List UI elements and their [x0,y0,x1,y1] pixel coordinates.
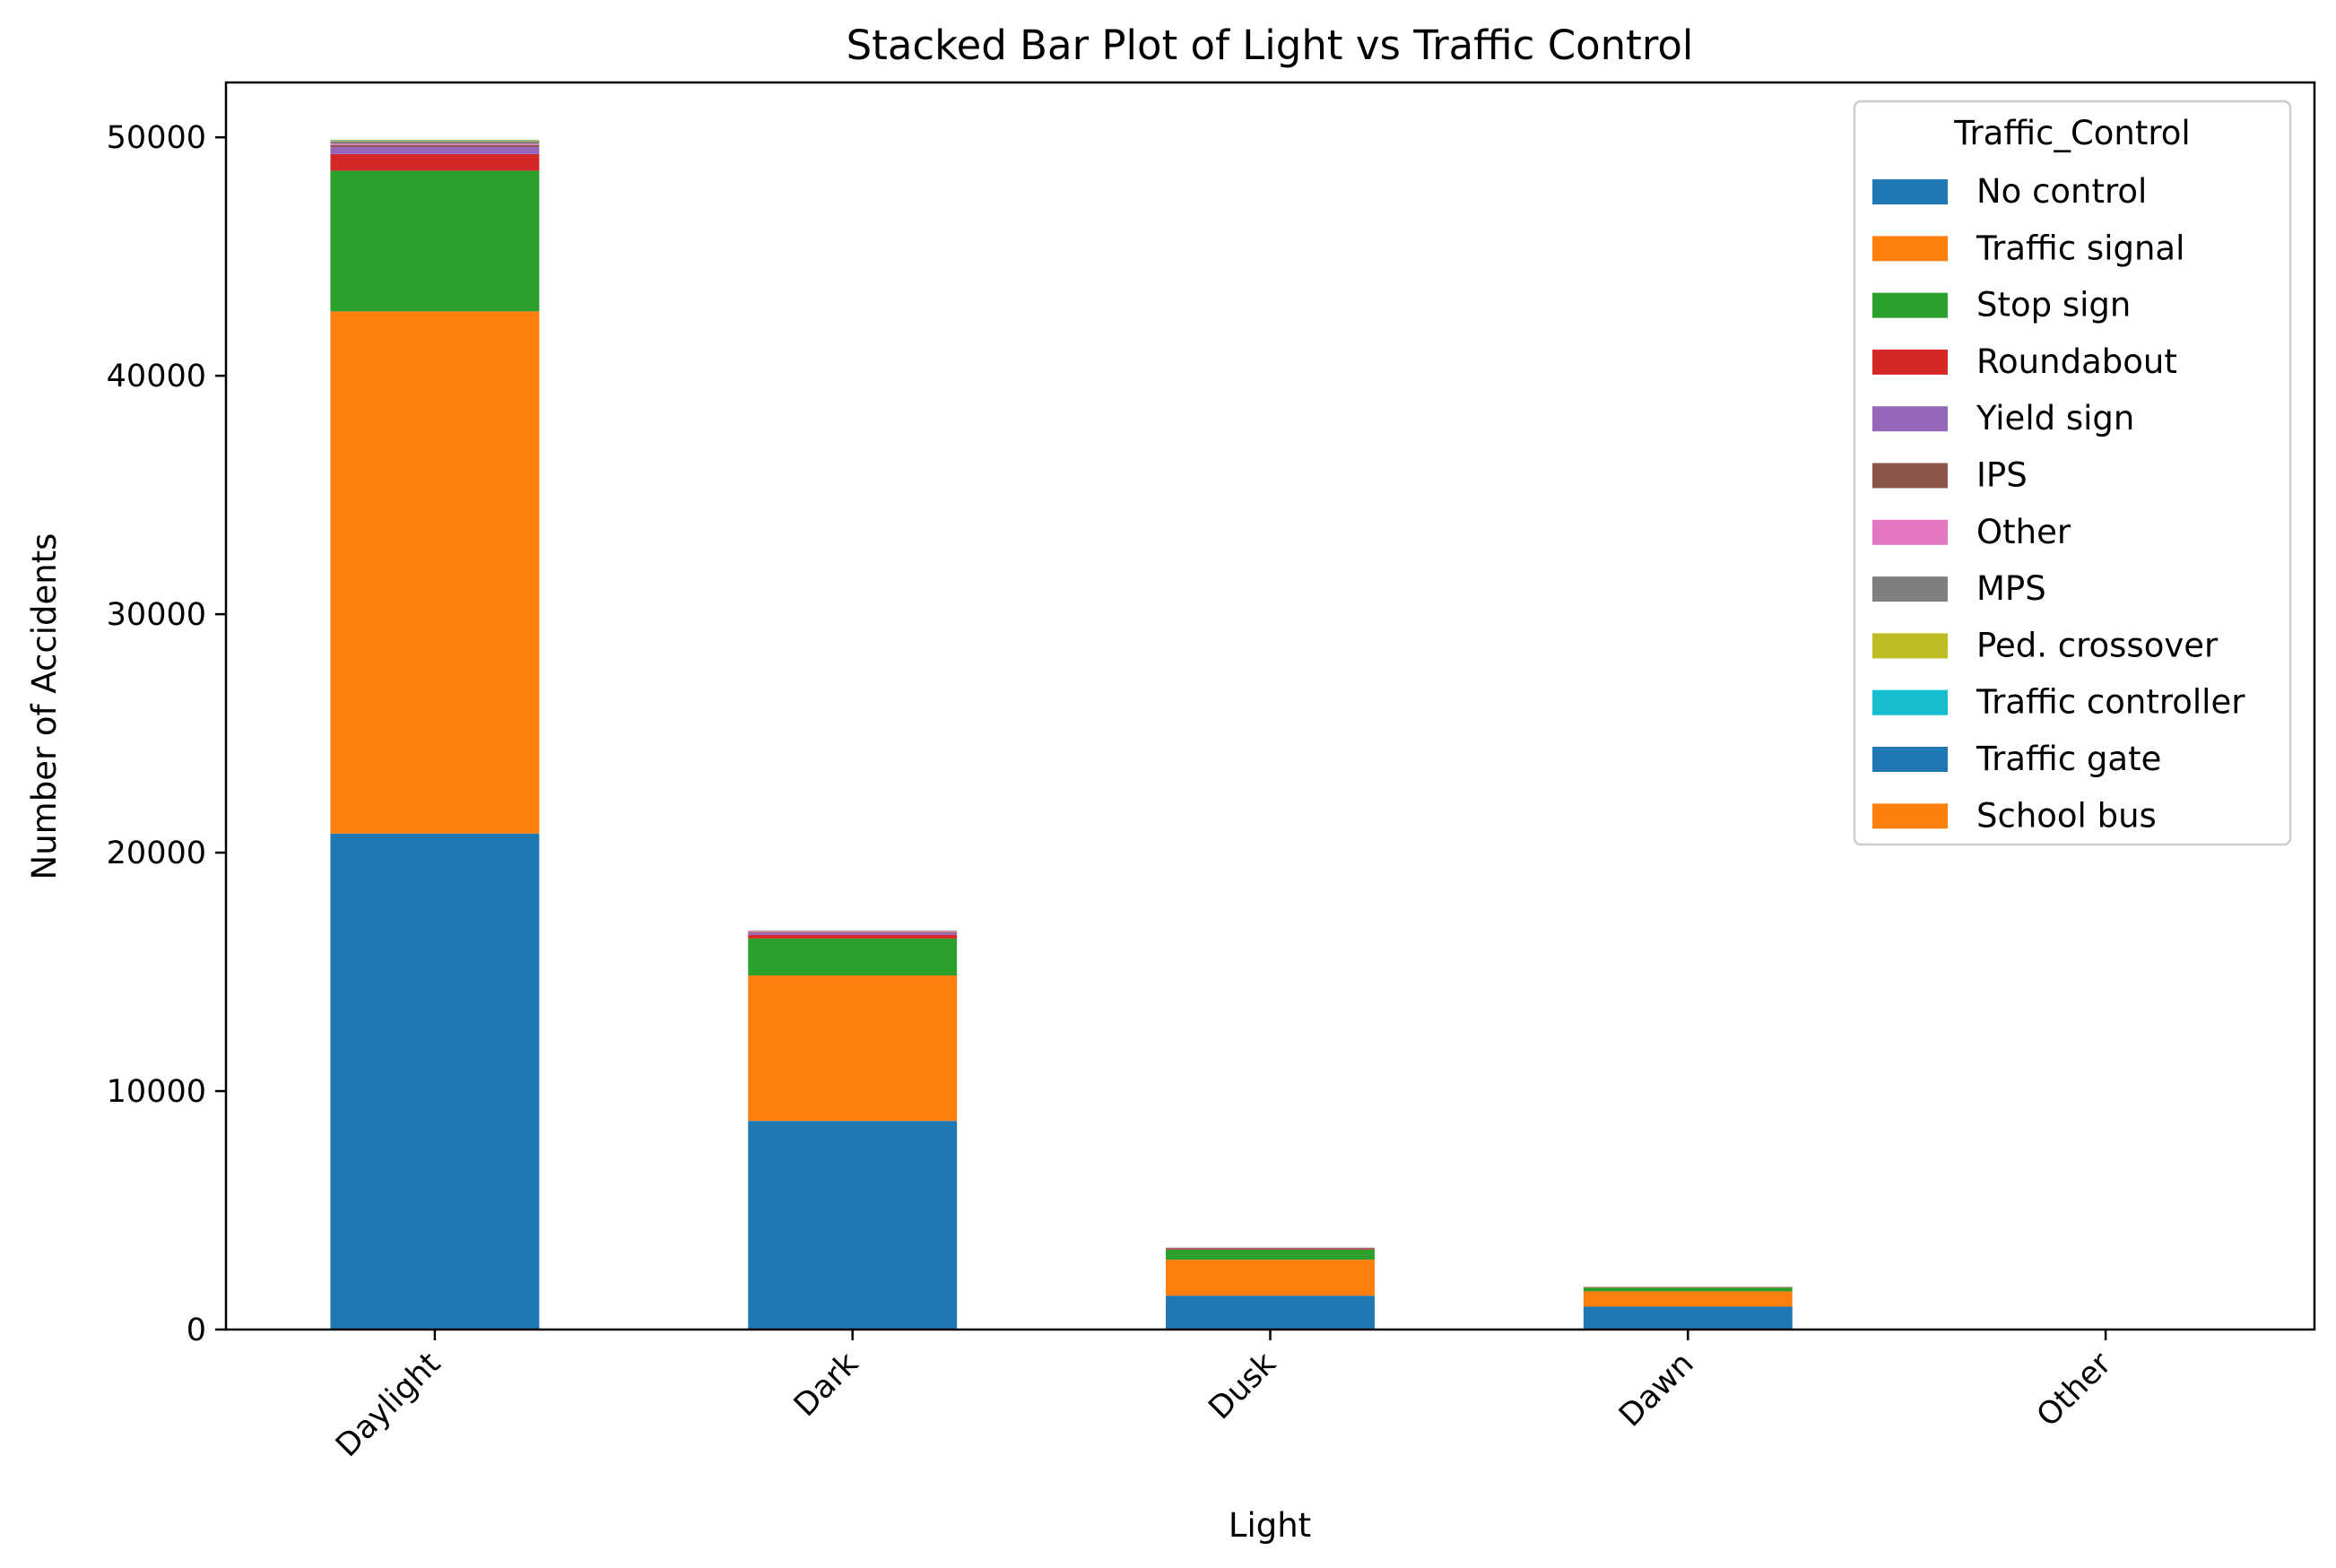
legend-entry-label: No control [1976,172,2147,211]
x-tick-label: Dark [787,1346,866,1425]
legend-entry-label: Other [1976,513,2071,551]
legend-title: Traffic_Control [1953,114,2190,152]
bar-segment [748,931,958,932]
bar-segment [1166,1248,1375,1250]
bar-segment [330,311,540,834]
legend-entry-label: School bus [1976,796,2157,835]
bar-segment [330,833,540,1330]
legend-swatch [1872,519,1948,545]
bar-segment [1583,1291,1793,1307]
legend-swatch [1872,747,1948,772]
chart-title: Stacked Bar Plot of Light vs Traffic Con… [847,22,1694,69]
bar-segment [1166,1249,1375,1260]
bar-segment [1166,1295,1375,1330]
legend-swatch [1872,803,1948,829]
x-axis-title: Light [1229,1506,1311,1545]
bar-segment [748,975,958,1122]
legend-swatch [1872,349,1948,375]
legend-entry-label: Traffic signal [1976,229,2184,267]
legend-swatch [1872,689,1948,715]
y-axis-title: Number of Accidents [25,533,64,880]
bar-segment [330,140,540,142]
y-tick-label: 0 [187,1312,206,1348]
legend-entry-label: Traffic controller [1976,683,2245,722]
bar-segment [330,143,540,145]
x-tick-label: Dusk [1203,1346,1284,1427]
bar-segment [330,141,540,144]
legend-entry-label: Stop sign [1976,286,2131,325]
bar-segment [748,931,958,933]
legend-swatch [1872,406,1948,432]
legend-swatch [1872,463,1948,489]
bar-segment [748,932,958,935]
bars-layer [330,139,2210,1330]
x-tick-label: Dawn [1612,1346,1700,1434]
bar-segment [330,147,540,154]
y-tick-label: 40000 [107,359,206,394]
legend-entry-label: Yield sign [1976,399,2134,437]
bar-segment [330,170,540,312]
legend-swatch [1872,576,1948,602]
legend: Traffic_Control No control Traffic signal S… [1853,100,2292,846]
legend-entry-label: Ped. crossover [1976,626,2219,664]
legend-entry-label: IPS [1976,456,2028,495]
x-tick-label: Daylight [329,1346,447,1464]
bar-segment [748,938,958,976]
y-tick-label: 20000 [107,836,206,871]
y-tick-label: 10000 [107,1074,206,1110]
y-tick-label: 30000 [107,597,206,633]
bar-segment [1583,1287,1793,1292]
legend-entry-label: Traffic gate [1976,740,2161,778]
y-tick-label: 50000 [107,120,206,156]
bar-segment [1166,1248,1375,1249]
legend-entry-label: Roundabout [1976,342,2177,381]
bar-segment [330,144,540,148]
x-tick-label: Other [2030,1346,2119,1434]
bar-segment [1583,1306,1793,1330]
bar-segment [748,1121,958,1330]
legend-swatch [1872,179,1948,204]
legend-swatch [1872,292,1948,318]
bar-segment [330,153,540,171]
legend-swatch [1872,236,1948,262]
legend-entry-label: MPS [1976,569,2046,608]
legend-swatch [1872,633,1948,659]
legend-frame [1853,100,2292,846]
bar-segment [1166,1260,1375,1296]
bar-segment [748,934,958,939]
